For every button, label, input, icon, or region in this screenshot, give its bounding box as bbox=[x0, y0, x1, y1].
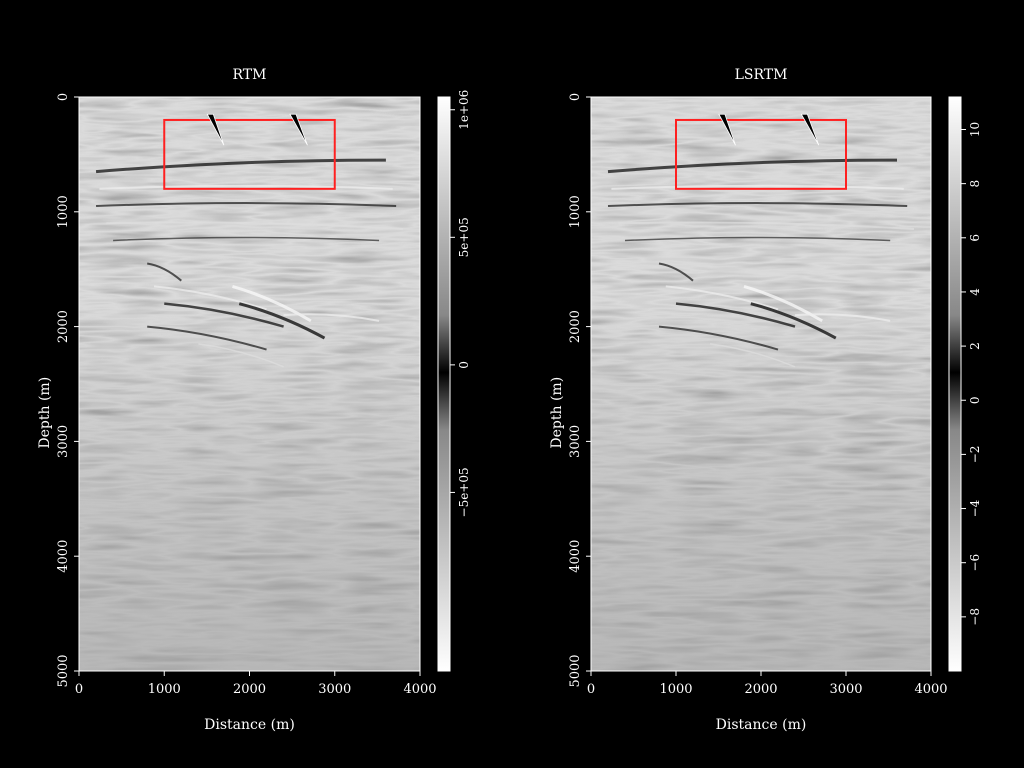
colorbar-tick-label: 5e+05 bbox=[457, 217, 471, 257]
x-tick-label: 3000 bbox=[829, 682, 862, 697]
colorbar-tick-label: 1e+06 bbox=[457, 90, 471, 130]
x-tick-label: 2000 bbox=[233, 682, 266, 697]
colorbar-tick-label: 0 bbox=[968, 396, 982, 404]
x-tick-label: 1000 bbox=[659, 682, 692, 697]
x-tick-label: 1000 bbox=[148, 682, 181, 697]
rtm-panel: RTM 0 1000 2000 3000 4000 Distance (m) 0 1000 200… bbox=[37, 67, 471, 733]
x-tick-label: 4000 bbox=[914, 682, 947, 697]
reflector-4 bbox=[113, 236, 380, 242]
y-tick-label: 3000 bbox=[56, 425, 71, 458]
reflector-4 bbox=[624, 236, 891, 242]
colorbar-tick-label: 4 bbox=[968, 288, 982, 296]
reflector-7 bbox=[164, 302, 284, 328]
y-tick-label: 1000 bbox=[568, 195, 583, 228]
colorbar-tick-label: 2 bbox=[968, 342, 982, 350]
y-tick-label: 4000 bbox=[568, 540, 583, 573]
reflector-2 bbox=[607, 202, 908, 208]
colorbar-tick-label: 8 bbox=[968, 180, 982, 188]
reflector-8 bbox=[743, 284, 823, 323]
reflector-3 bbox=[618, 221, 915, 231]
colorbar-tick-label: −6 bbox=[968, 554, 982, 572]
reflector-6 bbox=[665, 285, 779, 311]
reflector-12 bbox=[198, 343, 284, 368]
reflector-9 bbox=[238, 302, 326, 340]
x-axis-label: Distance (m) bbox=[716, 717, 807, 733]
y-tick-label: 0 bbox=[56, 93, 71, 101]
x-tick-label: 0 bbox=[587, 682, 595, 697]
reflector-5 bbox=[658, 262, 694, 282]
y-tick-label: 5000 bbox=[568, 654, 583, 687]
reflector-8 bbox=[232, 284, 312, 323]
arrow-0 bbox=[718, 113, 736, 146]
reflector-6 bbox=[153, 285, 267, 311]
reflector-0 bbox=[607, 158, 898, 174]
colorbar-tick-label: −4 bbox=[968, 499, 982, 517]
colorbar-tick-label: −2 bbox=[968, 446, 982, 464]
reflector-5 bbox=[147, 262, 182, 282]
colorbar-tick-label: 10 bbox=[968, 122, 982, 137]
colorbar-tick-label: −8 bbox=[968, 608, 982, 626]
y-axis-label: Depth (m) bbox=[549, 377, 565, 449]
y-tick-label: 2000 bbox=[568, 310, 583, 343]
y-tick-label: 1000 bbox=[56, 195, 71, 228]
colorbar-tick-label: 0 bbox=[457, 361, 471, 369]
reflector-0 bbox=[95, 158, 386, 174]
lsrtm-panel: LSRTM 0 1000 2000 3000 4000 Distance (m) 0 1000 2… bbox=[549, 67, 982, 733]
y-tick-label: 4000 bbox=[56, 540, 71, 573]
reflector-1 bbox=[611, 184, 904, 190]
x-tick-label: 2000 bbox=[744, 682, 777, 697]
highlight-box bbox=[163, 118, 336, 190]
colorbar-tick-label: −5e+05 bbox=[457, 467, 471, 517]
reflector-10 bbox=[283, 313, 380, 322]
y-tick-label: 5000 bbox=[56, 654, 71, 687]
reflector-3 bbox=[106, 221, 404, 231]
reflector-11 bbox=[658, 325, 779, 351]
reflector-7 bbox=[675, 302, 796, 328]
colorbar bbox=[948, 96, 962, 672]
image-fade bbox=[79, 297, 420, 671]
chart-title: LSRTM bbox=[735, 67, 788, 83]
colorbar-tick-label: 6 bbox=[968, 234, 982, 242]
reflector-2 bbox=[96, 202, 397, 208]
x-axis-label: Distance (m) bbox=[204, 717, 295, 733]
reflector-1 bbox=[99, 184, 393, 190]
x-tick-label: 4000 bbox=[403, 682, 436, 697]
arrow-1 bbox=[289, 113, 308, 146]
reflector-11 bbox=[147, 325, 267, 351]
reflector-10 bbox=[794, 313, 891, 322]
image-fade bbox=[591, 297, 931, 671]
reflector-9 bbox=[750, 302, 837, 340]
x-tick-label: 0 bbox=[75, 682, 83, 697]
arrow-1 bbox=[800, 113, 820, 146]
y-tick-label: 2000 bbox=[56, 310, 71, 343]
highlight-box bbox=[675, 118, 847, 190]
colorbar bbox=[437, 96, 451, 672]
arrow-0 bbox=[206, 113, 225, 146]
reflector-12 bbox=[709, 343, 796, 368]
y-tick-label: 0 bbox=[568, 93, 583, 101]
chart-title: RTM bbox=[233, 67, 267, 83]
y-tick-label: 3000 bbox=[568, 425, 583, 458]
y-axis-label: Depth (m) bbox=[37, 377, 53, 449]
x-tick-label: 3000 bbox=[318, 682, 351, 697]
